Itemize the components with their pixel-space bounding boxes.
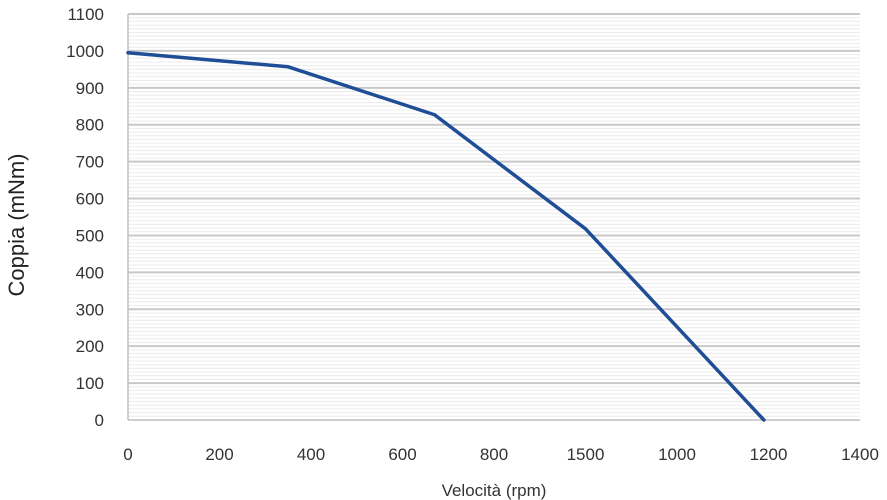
y-tick-label: 500 — [76, 226, 104, 245]
y-tick-label: 100 — [76, 374, 104, 393]
x-tick-label: 800 — [480, 445, 508, 464]
y-tick-label: 1000 — [66, 42, 104, 61]
y-tick-label: 800 — [76, 116, 104, 135]
y-tick-label: 900 — [76, 79, 104, 98]
y-tick-label: 200 — [76, 337, 104, 356]
y-tick-label: 700 — [76, 153, 104, 172]
x-tick-label: 400 — [297, 445, 325, 464]
series-layer — [126, 51, 766, 422]
y-tick-label: 300 — [76, 300, 104, 319]
y-tick-label: 0 — [95, 411, 104, 430]
y-tick-label: 1100 — [67, 5, 104, 24]
y-axis-title: Coppia (mNm) — [4, 153, 29, 296]
x-tick-label: 1000 — [658, 445, 696, 464]
x-tick-label: 1500 — [567, 445, 605, 464]
x-tick-label: 200 — [205, 445, 233, 464]
y-tick-label: 600 — [76, 190, 104, 209]
y-tick-label: 400 — [76, 263, 104, 282]
x-tick-labels: 0 200 400 600 800 1500 1000 1200 1400 — [123, 445, 879, 464]
torque-curve-line — [126, 51, 766, 422]
major-gridlines — [128, 13, 860, 385]
x-tick-label: 0 — [123, 445, 132, 464]
y-tick-labels: 0 100 200 300 400 500 600 700 800 900 1000 1100 — [66, 5, 104, 430]
minor-gridlines — [128, 17, 860, 417]
axes — [127, 14, 860, 421]
x-tick-label: 600 — [388, 445, 416, 464]
x-tick-label: 1400 — [841, 445, 879, 464]
x-tick-label: 1200 — [750, 445, 788, 464]
x-axis-title: Velocità (rpm) — [442, 481, 547, 500]
